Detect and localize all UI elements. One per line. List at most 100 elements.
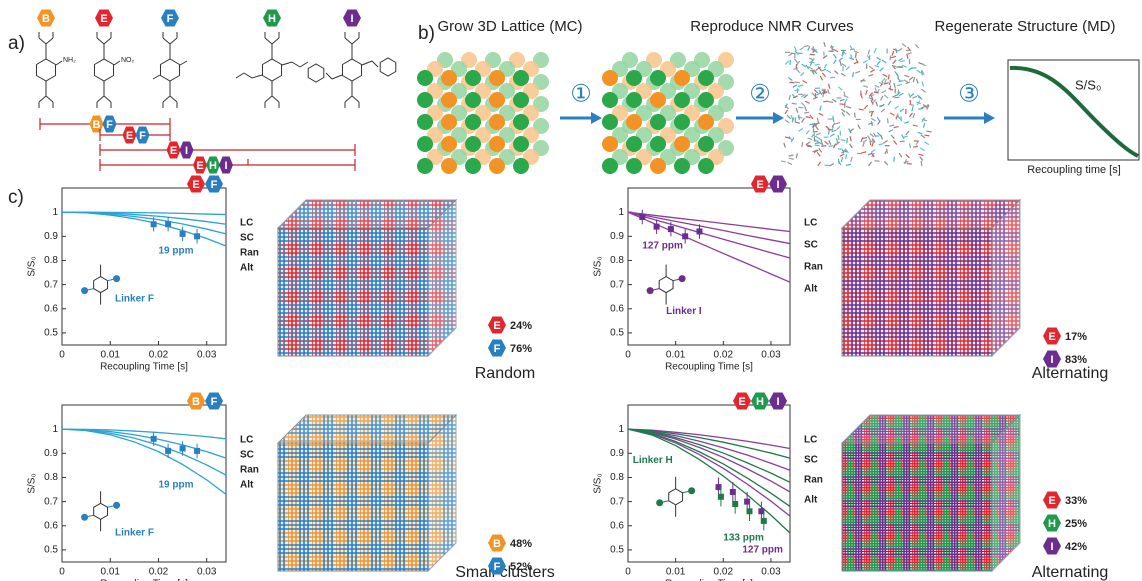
- linker-badge-label: F: [139, 130, 146, 142]
- bond: [46, 38, 53, 44]
- bond: [282, 62, 292, 65]
- molecular-structure: [920, 157, 923, 161]
- molecular-structure: [829, 146, 834, 147]
- molecular-structure: [787, 115, 791, 118]
- linker-badge-label: I: [185, 145, 188, 157]
- data-point: [180, 231, 186, 237]
- molecular-structure: [869, 162, 872, 166]
- molecular-structure: [841, 109, 845, 112]
- molecular-structure: [877, 61, 880, 65]
- y-tick-label: 0.8: [610, 472, 624, 483]
- molecular-structure: [801, 103, 805, 106]
- molecular-structure: [871, 150, 875, 153]
- panel-label: a): [8, 33, 25, 54]
- y-tick-label: 0.9: [610, 231, 624, 242]
- lattice-site: [626, 158, 642, 174]
- bond: [170, 38, 177, 44]
- legend-label: LC: [240, 218, 253, 229]
- composition-share: 52%: [510, 561, 532, 573]
- y-axis-title: S/S₀: [593, 473, 604, 493]
- molecular-structure: [897, 85, 902, 86]
- step-number: ①: [570, 80, 592, 107]
- molecular-structure: [838, 159, 839, 164]
- legend-label: Ran: [240, 248, 259, 259]
- x-tick-label: 0.03: [197, 567, 217, 578]
- lattice-site: [650, 70, 666, 86]
- molecular-structure: [839, 58, 843, 61]
- benzene-ring: [659, 277, 673, 293]
- substituent: NH₂: [63, 57, 76, 64]
- cube-caption: Random: [475, 365, 535, 382]
- molecular-structure: [912, 106, 913, 111]
- molecular-structure: [882, 78, 885, 82]
- molecular-structure: [889, 130, 893, 132]
- molecular-structure: [817, 152, 820, 156]
- molecular-structure: [802, 118, 805, 122]
- molecular-structure: [789, 155, 794, 156]
- lattice-site: [417, 114, 433, 130]
- molecular-structure: [923, 123, 925, 128]
- molecular-structure: [883, 74, 887, 76]
- bond: [332, 75, 342, 79]
- cube-top: [278, 415, 456, 443]
- lattice-site: [465, 70, 481, 86]
- molecular-structure: [889, 125, 894, 126]
- molecular-structure: [828, 130, 829, 135]
- molecular-structure: [799, 115, 800, 120]
- molecular-structure: [834, 71, 838, 74]
- molecular-structure: [810, 70, 815, 71]
- molecular-structure: [918, 132, 923, 133]
- cube-top: [842, 415, 1020, 443]
- linker-badge-label: B: [192, 396, 200, 408]
- molecular-structure: [868, 136, 871, 140]
- data-point: [194, 233, 200, 239]
- lattice-site: [674, 70, 690, 86]
- molecular-structure: [816, 126, 819, 130]
- molecular-structure: [877, 57, 881, 60]
- arrow-head: [591, 112, 602, 124]
- bond: [352, 38, 359, 44]
- inset-ylabel: S/S₀: [1075, 77, 1101, 92]
- linker-badge-label: F: [211, 179, 218, 191]
- legend-label: Ran: [804, 262, 823, 273]
- x-axis-title: Recoupling Time [s]: [100, 362, 188, 373]
- molecular-structure: [853, 72, 854, 77]
- x-tick-label: 0.03: [197, 350, 217, 361]
- y-tick-label: 0.7: [610, 279, 624, 290]
- molecular-structure: [871, 118, 875, 120]
- molecular-structure: [871, 96, 873, 101]
- molecular-structure: [837, 126, 841, 130]
- x-axis-title: Recoupling Time [s]: [665, 362, 753, 373]
- bond: [180, 61, 187, 65]
- molecular-structure: [794, 59, 797, 63]
- molecular-structure: [882, 91, 886, 93]
- bond: [236, 73, 244, 78]
- lattice-site: [489, 158, 505, 174]
- molecular-structure: [796, 153, 797, 158]
- bond: [114, 61, 120, 65]
- x-tick-label: 0: [59, 567, 65, 578]
- composition-share: 24%: [510, 320, 532, 332]
- molecular-structure: [799, 128, 803, 131]
- molecular-structure: [904, 122, 909, 124]
- molecular-structure: [885, 79, 887, 84]
- molecular-structure: [789, 158, 794, 159]
- molecular-structure: [895, 106, 899, 109]
- step-number: ③: [958, 80, 980, 107]
- y-tick-label: 0.5: [610, 545, 624, 556]
- x-tick-label: 0.01: [666, 567, 686, 578]
- benzene-ring: [94, 277, 108, 293]
- molecular-structure: [875, 87, 876, 92]
- data-point: [639, 214, 645, 220]
- lattice-site: [674, 114, 690, 130]
- lattice-site: [441, 70, 457, 86]
- molecular-structure: [846, 66, 850, 69]
- molecular-structure: [819, 113, 824, 115]
- inset-curve: [1010, 68, 1138, 156]
- bond: [345, 96, 352, 102]
- molecular-structure: [916, 79, 918, 84]
- lattice-site: [465, 114, 481, 130]
- molecular-structure: [806, 131, 809, 135]
- molecular-structure: [921, 161, 922, 166]
- molecular-structure: [842, 64, 846, 67]
